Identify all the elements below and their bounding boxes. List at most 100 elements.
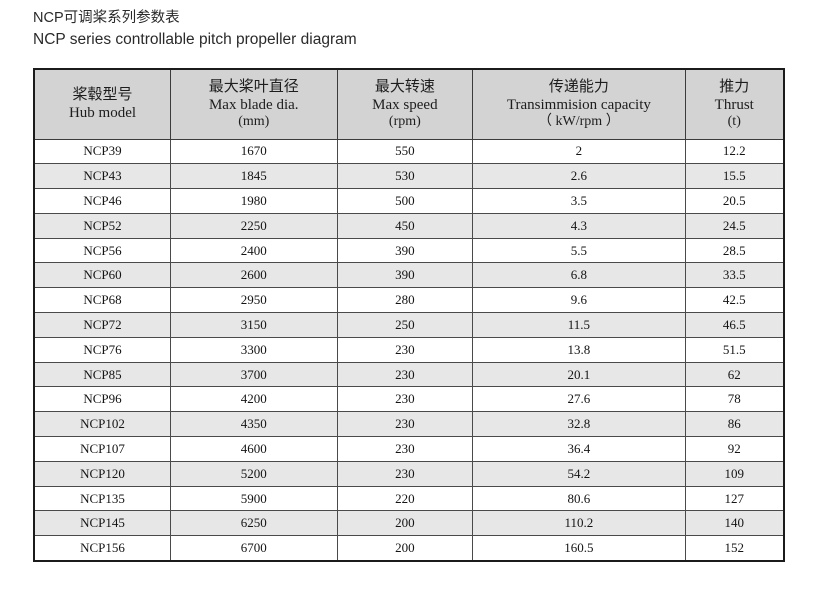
value-cell: 6250 [170, 510, 338, 537]
column-header-zh-label: 传递能力 [548, 78, 609, 96]
value-cell: 500 [336, 188, 474, 214]
value-cell: 390 [336, 237, 474, 264]
value-cell: 20.1 [472, 361, 686, 388]
column-header-4: 推力 Thrust (t) [684, 68, 785, 140]
value-cell: 33.5 [684, 262, 785, 289]
value-cell: 3150 [170, 312, 338, 338]
value-cell: 13.8 [472, 336, 686, 363]
column-header-unit-label: （ kW/rpm ） [538, 114, 620, 130]
hub-model-cell: NCP43 [33, 163, 171, 190]
value-cell: 230 [336, 336, 474, 363]
table-header-row: 桨毂型号 Hub model 最大桨叶直径 Max blade dia. (mm) 最大转… [33, 68, 785, 140]
column-header-zh-label: 最大桨叶直径 [208, 78, 299, 96]
value-cell: 51.5 [684, 336, 785, 363]
value-cell: 140 [684, 510, 785, 537]
value-cell: 152 [684, 535, 785, 562]
column-header-en-label: Max speed [372, 96, 438, 113]
value-cell: 54.2 [472, 460, 686, 487]
column-header-en-label: Max blade dia. [208, 96, 299, 113]
table-row: NCP120 5200 230 54.2 109 [33, 460, 785, 487]
value-cell: 3.5 [472, 188, 686, 214]
value-cell: 2600 [170, 262, 338, 289]
hub-model-cell: NCP56 [33, 237, 171, 264]
table-row: NCP52 2250 450 4.3 24.5 [33, 212, 785, 239]
page-title-zh: NCP可调桨系列参数表 [33, 10, 180, 26]
column-header-1: 最大桨叶直径 Max blade dia. (mm) [170, 68, 338, 140]
table-row: NCP60 2600 390 6.8 33.5 [33, 262, 785, 289]
value-cell: 230 [336, 411, 474, 438]
value-cell: 2950 [170, 287, 338, 314]
value-cell: 5900 [170, 485, 338, 512]
value-cell: 1670 [170, 138, 338, 165]
table-row: NCP56 2400 390 5.5 28.5 [33, 237, 785, 264]
value-cell: 550 [336, 138, 474, 165]
value-cell: 28.5 [684, 237, 785, 264]
table-row: NCP72 3150 250 11.5 46.5 [33, 312, 785, 338]
value-cell: 78 [684, 386, 785, 413]
value-cell: 11.5 [472, 312, 686, 338]
column-header-zh-label: 推力 [719, 78, 750, 96]
value-cell: 27.6 [472, 386, 686, 413]
spec-table: 桨毂型号 Hub model 最大桨叶直径 Max blade dia. (mm) 最大转… [33, 68, 785, 562]
column-header-en-label: Transimmision capacity [506, 96, 651, 113]
value-cell: 230 [336, 361, 474, 388]
hub-model-cell: NCP76 [33, 336, 171, 363]
hub-model-cell: NCP72 [33, 312, 171, 338]
column-header-3: 传递能力 Transimmision capacity （ kW/rpm ） [472, 68, 686, 140]
value-cell: 3700 [170, 361, 338, 388]
value-cell: 42.5 [684, 287, 785, 314]
table-row: NCP145 6250 200 110.2 140 [33, 510, 785, 537]
value-cell: 230 [336, 386, 474, 413]
hub-model-cell: NCP120 [33, 460, 171, 487]
table-row: NCP46 1980 500 3.5 20.5 [33, 188, 785, 214]
hub-model-cell: NCP102 [33, 411, 171, 438]
value-cell: 62 [684, 361, 785, 388]
value-cell: 280 [336, 287, 474, 314]
value-cell: 4600 [170, 436, 338, 462]
value-cell: 4350 [170, 411, 338, 438]
value-cell: 200 [336, 535, 474, 562]
value-cell: 2 [472, 138, 686, 165]
hub-model-cell: NCP52 [33, 212, 171, 239]
value-cell: 530 [336, 163, 474, 190]
value-cell: 200 [336, 510, 474, 537]
column-header-0: 桨毂型号 Hub model [33, 68, 171, 140]
value-cell: 46.5 [684, 312, 785, 338]
column-header-unit-label: (rpm) [388, 114, 421, 130]
column-header-unit-label: (t) [727, 114, 741, 130]
value-cell: 20.5 [684, 188, 785, 214]
column-header-unit-label: (mm) [238, 114, 270, 130]
table-row: NCP102 4350 230 32.8 86 [33, 411, 785, 438]
table-row: NCP43 1845 530 2.6 15.5 [33, 163, 785, 190]
value-cell: 2400 [170, 237, 338, 264]
table-row: NCP156 6700 200 160.5 152 [33, 535, 785, 562]
value-cell: 220 [336, 485, 474, 512]
column-header-en-label: Thrust [714, 96, 754, 113]
value-cell: 24.5 [684, 212, 785, 239]
value-cell: 36.4 [472, 436, 686, 462]
table-row: NCP107 4600 230 36.4 92 [33, 436, 785, 462]
column-header-2: 最大转速 Max speed (rpm) [336, 68, 474, 140]
table-row: NCP96 4200 230 27.6 78 [33, 386, 785, 413]
value-cell: 92 [684, 436, 785, 462]
value-cell: 160.5 [472, 535, 686, 562]
table-row: NCP39 1670 550 2 12.2 [33, 138, 785, 165]
column-header-en-label: Hub model [68, 105, 137, 121]
value-cell: 2250 [170, 212, 338, 239]
value-cell: 1980 [170, 188, 338, 214]
table-row: NCP85 3700 230 20.1 62 [33, 361, 785, 388]
value-cell: 230 [336, 436, 474, 462]
value-cell: 4.3 [472, 212, 686, 239]
page-title-en: NCP series controllable pitch propeller … [33, 31, 357, 49]
table-body: NCP39 1670 550 2 12.2 NCP43 1845 530 2.6 15.5 NCP4… [33, 138, 785, 562]
value-cell: 2.6 [472, 163, 686, 190]
value-cell: 86 [684, 411, 785, 438]
value-cell: 32.8 [472, 411, 686, 438]
value-cell: 5.5 [472, 237, 686, 264]
table-row: NCP76 3300 230 13.8 51.5 [33, 336, 785, 363]
hub-model-cell: NCP46 [33, 188, 171, 214]
value-cell: 5200 [170, 460, 338, 487]
value-cell: 109 [684, 460, 785, 487]
hub-model-cell: NCP145 [33, 510, 171, 537]
hub-model-cell: NCP68 [33, 287, 171, 314]
